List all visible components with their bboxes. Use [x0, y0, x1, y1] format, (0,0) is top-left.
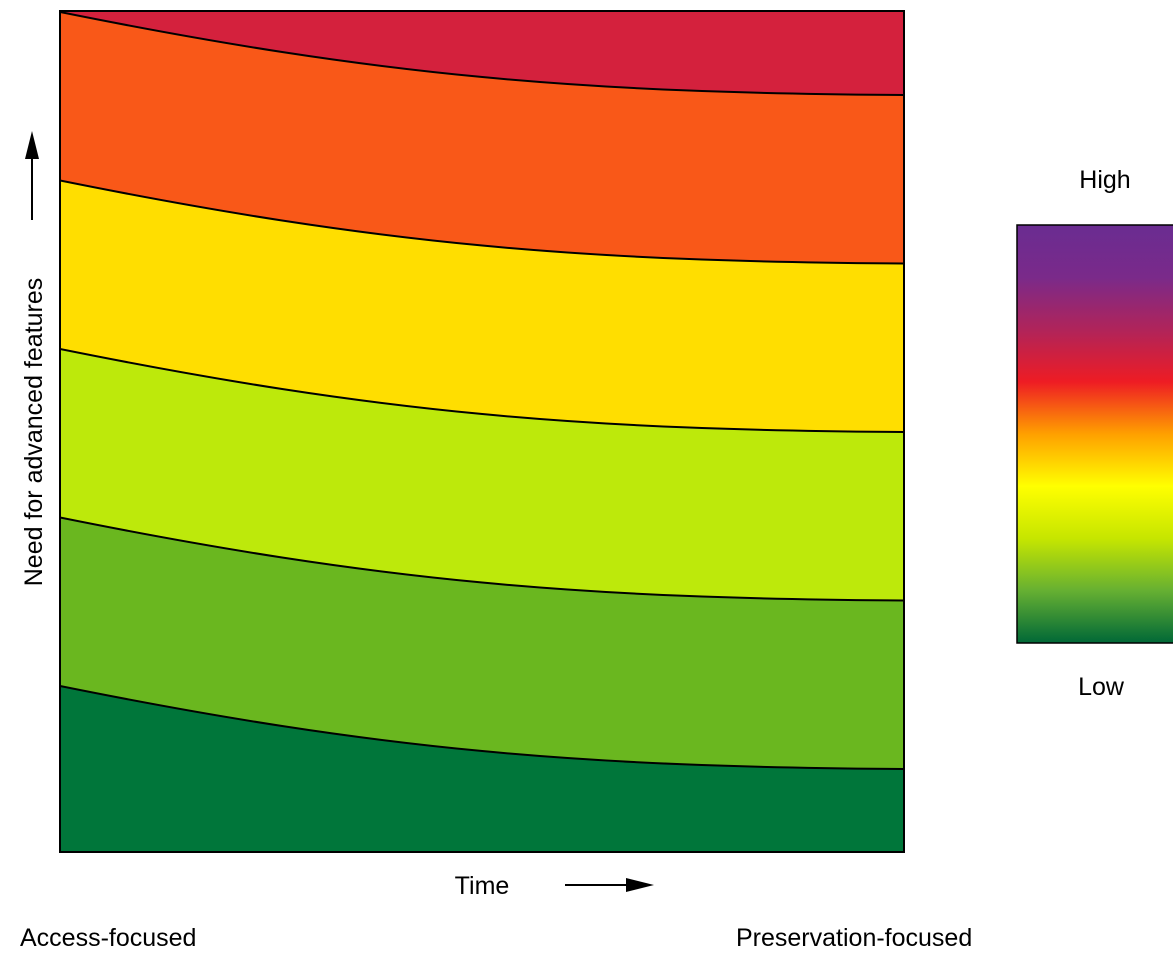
y-axis-arrow-icon — [25, 131, 39, 220]
plot-frame — [59, 10, 905, 853]
contour-band-4 — [60, 180, 904, 432]
contour-lines — [60, 11, 904, 770]
contour-band-2 — [60, 517, 904, 769]
x-axis-arrow-icon — [565, 878, 654, 892]
y-axis-label: Need for advanced features — [20, 278, 48, 587]
contour-line-1 — [60, 685, 904, 770]
contour-line-5 — [60, 11, 904, 96]
contour-band-3 — [60, 349, 904, 601]
contour-band-5 — [60, 12, 904, 264]
contour-line-3 — [60, 348, 904, 433]
contour-line-4 — [60, 179, 904, 265]
colorbar-low-label: Low — [1078, 673, 1125, 701]
contour-line-2 — [60, 516, 904, 602]
contour-band-6 — [60, 11, 904, 95]
preservation-focused-label: Preservation-focused — [736, 924, 972, 952]
colorbar-legend: High Low — [1016, 166, 1173, 701]
access-focused-label: Access-focused — [20, 924, 196, 952]
contour-bands — [58, 0, 906, 852]
colorbar-high-label: High — [1079, 166, 1130, 194]
x-axis-label: Time — [455, 872, 510, 900]
contour-band-1 — [60, 686, 904, 852]
colorbar — [1016, 224, 1173, 644]
contour-band-8 — [58, 0, 906, 9]
